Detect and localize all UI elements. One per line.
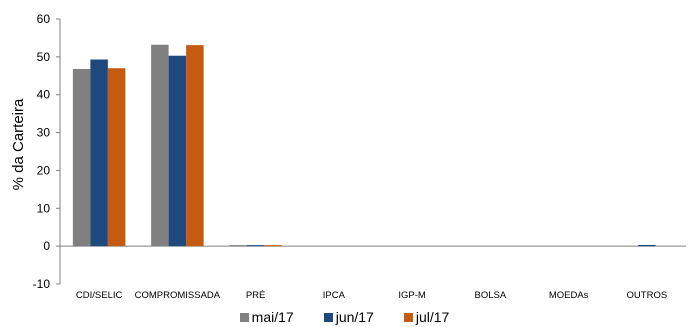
x-tick-label: CDI/SELIC <box>76 290 123 301</box>
legend-item-jul17[interactable]: jul/17 <box>403 309 450 325</box>
x-tick-label: OUTROS <box>627 290 668 301</box>
chart-axes <box>56 18 686 285</box>
x-tick-label: IPCA <box>323 290 346 301</box>
y-tick-label: 20 <box>37 163 51 177</box>
bar <box>186 45 204 247</box>
bar <box>264 245 282 247</box>
legend-swatch-jun17 <box>323 312 333 322</box>
legend-label-jun17: jun/17 <box>335 309 374 325</box>
y-tick-label: 50 <box>37 50 51 64</box>
chart-legend: mai/17 jun/17 jul/17 <box>0 309 689 325</box>
x-tick-label: PRÉ <box>246 290 266 301</box>
x-tick-label: COMPROMISSADA <box>135 290 221 301</box>
legend-swatch-mai17 <box>239 312 249 322</box>
bar <box>72 68 91 247</box>
y-tick-label: 60 <box>37 12 51 26</box>
y-tick-label: 10 <box>37 201 51 215</box>
x-tick-label: IGP-M <box>398 290 426 301</box>
x-tick-label: BOLSA <box>475 290 507 301</box>
legend-label-mai17: mai/17 <box>251 309 294 325</box>
legend-item-jun17[interactable]: jun/17 <box>323 309 374 325</box>
y-tick-label: -10 <box>33 277 51 291</box>
y-tick-label: 0 <box>43 239 50 253</box>
x-tick-label: MOEDAs <box>549 290 589 301</box>
bar <box>151 44 169 247</box>
chart-labels: -10 0 10 20 30 40 50 60 % da Carteira CDI/SELIC CO… <box>10 12 667 301</box>
bar <box>107 68 126 247</box>
legend-label-jul17: jul/17 <box>415 309 450 325</box>
y-axis-title: % da Carteira <box>10 98 27 190</box>
legend-swatch-jul17 <box>403 312 413 322</box>
legend-item-mai17[interactable]: mai/17 <box>239 309 294 325</box>
bar <box>246 245 265 247</box>
y-tick-label: 30 <box>37 126 51 140</box>
chart-bars <box>72 44 656 247</box>
bar <box>229 245 247 247</box>
bar <box>638 245 656 247</box>
bar <box>168 55 187 247</box>
bar <box>90 59 108 247</box>
y-tick-label: 40 <box>37 88 51 102</box>
